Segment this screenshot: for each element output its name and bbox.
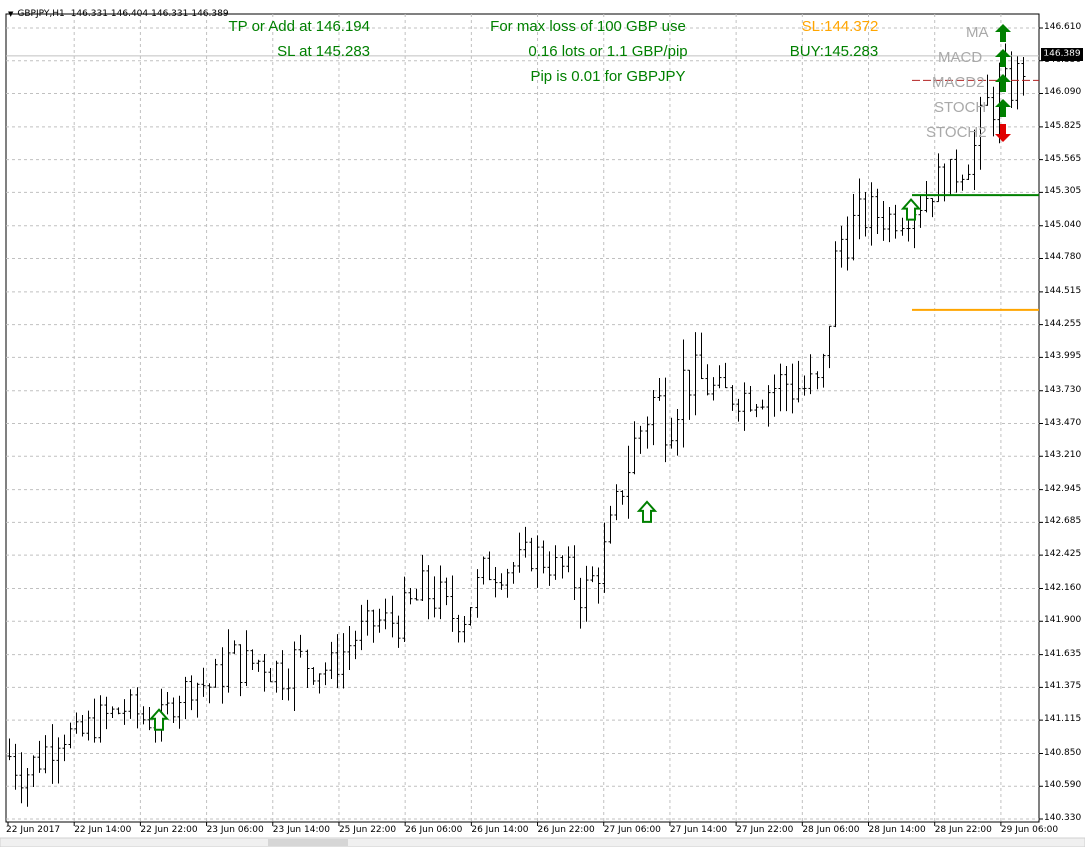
symbol-label: GBPJPY,H1: [17, 9, 65, 19]
indicator-macd2-label: MACD2: [932, 74, 985, 91]
lots-text: 0.16 lots or 1.1 GBP/pip: [528, 43, 688, 60]
date-tick-label: 28 Jun 06:00: [802, 825, 860, 835]
triangle-down-icon[interactable]: ▼: [8, 10, 14, 18]
price-tick-label: 143.995: [1044, 351, 1082, 362]
max-loss-text: For max loss of 100 GBP use: [490, 18, 686, 35]
price-tick-label: 146.610: [1044, 22, 1082, 32]
sl-text: SL at 145.283: [277, 43, 370, 60]
arrow-up-icon: [995, 49, 1011, 67]
price-tick-label: 143.470: [1044, 417, 1082, 428]
open-value: 146.331: [70, 9, 108, 19]
arrow-down-icon: [995, 124, 1011, 142]
price-tick-label: 144.255: [1044, 318, 1082, 329]
buy-level-text: BUY:145.283: [789, 43, 879, 60]
price-tick-label: 140.330: [1044, 813, 1082, 823]
date-tick-label: 26 Jun 22:00: [537, 825, 595, 835]
price-tick-label: 142.160: [1044, 582, 1082, 593]
price-tick-label: 143.210: [1044, 450, 1082, 461]
price-tick-label: 141.900: [1044, 615, 1082, 626]
scrollbar-thumb: [268, 839, 348, 846]
price-tick-label: 141.635: [1044, 648, 1082, 659]
date-tick-label: 27 Jun 06:00: [603, 825, 661, 835]
tp-text: TP or Add at 146.194: [228, 18, 371, 35]
date-tick-label: 28 Jun 22:00: [934, 825, 992, 835]
date-tick-label: 26 Jun 06:00: [405, 825, 463, 835]
price-tick-label: 145.040: [1044, 219, 1082, 230]
indicator-ma-label: MA: [966, 24, 989, 41]
date-tick-label: 22 Jun 14:00: [74, 825, 132, 835]
buy-signal-arrow-icon: [148, 708, 170, 731]
date-tick-label: 28 Jun 14:00: [868, 825, 926, 835]
price-tick-label: 141.115: [1044, 714, 1082, 725]
buy-signal-arrow-icon: [636, 500, 658, 523]
current-price-marker: 146.389: [1041, 48, 1083, 61]
indicator-macd-label: MACD: [938, 49, 983, 66]
plot-area: [5, 13, 1040, 823]
price-tick-label: 142.945: [1044, 483, 1082, 494]
indicator-stoch-label: STOCH: [934, 99, 987, 116]
indicator-stoch2-label: STOCH2: [926, 124, 987, 141]
chart-header: ▼ GBPJPY,H1 146.331 146.404 146.331 146.389: [8, 9, 232, 19]
date-tick-label: 22 Jun 22:00: [140, 825, 198, 835]
date-tick-label: 22 Jun 2017: [6, 825, 61, 835]
price-tick-label: 144.515: [1044, 285, 1082, 296]
date-tick-label: 29 Jun 06:00: [1000, 825, 1059, 835]
pip-text: Pip is 0.01 for GBPJPY: [530, 68, 686, 85]
price-tick-label: 141.375: [1044, 681, 1082, 692]
horizontal-scrollbar: [0, 837, 1085, 847]
low-value: 146.331: [151, 9, 189, 19]
date-tick-label: 23 Jun 14:00: [272, 825, 330, 835]
buy-signal-arrow-icon: [900, 198, 922, 221]
price-tick-label: 143.730: [1044, 384, 1082, 395]
sl-level-text: SL:144.372: [801, 18, 879, 35]
date-tick-label: 26 Jun 14:00: [471, 825, 529, 835]
price-tick-label: 144.780: [1044, 252, 1082, 263]
price-tick-label: 142.425: [1044, 549, 1082, 560]
price-tick-label: 142.685: [1044, 516, 1082, 527]
date-tick-label: 27 Jun 22:00: [736, 825, 794, 835]
price-tick-label: 145.305: [1044, 186, 1082, 197]
price-tick-label: 145.825: [1044, 120, 1082, 131]
price-tick-label: 145.565: [1044, 153, 1082, 164]
date-tick-label: 25 Jun 22:00: [338, 825, 397, 835]
arrow-up-icon: [995, 99, 1011, 117]
arrow-up-icon: [995, 74, 1011, 92]
close-value: 146.389: [191, 9, 229, 19]
arrow-up-icon: [995, 24, 1011, 42]
high-value: 146.404: [110, 9, 149, 19]
date-tick-label: 27 Jun 14:00: [669, 825, 728, 835]
price-tick-label: 140.590: [1044, 780, 1082, 791]
price-tick-label: 146.350: [1044, 54, 1082, 65]
date-tick-label: 23 Jun 06:00: [206, 825, 264, 835]
price-tick-label: 146.090: [1044, 87, 1082, 98]
price-tick-label: 140.850: [1044, 747, 1082, 758]
